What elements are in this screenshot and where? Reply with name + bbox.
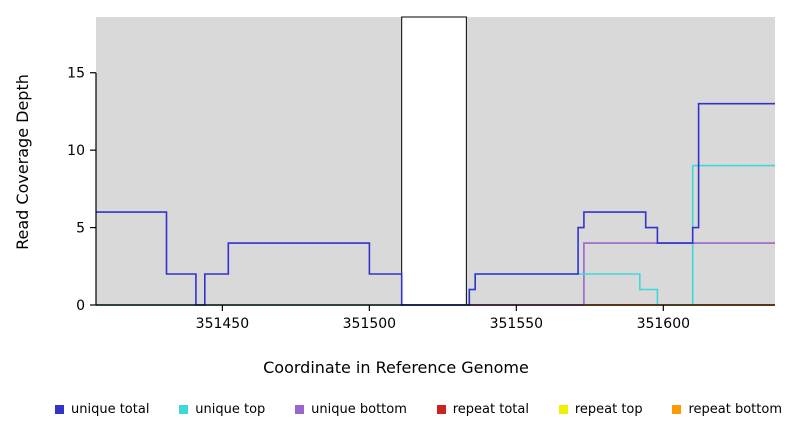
y-tick-label: 5 <box>76 221 85 237</box>
y-axis-title: Read Coverage Depth <box>13 74 32 250</box>
x-axis-title: Coordinate in Reference Genome <box>263 358 529 377</box>
legend-swatch <box>295 405 305 414</box>
x-tick-label: 351600 <box>637 316 690 332</box>
shaded-region-left <box>96 17 402 305</box>
coverage-plot: 351450 351500 351550 351600 0 5 10 15 <box>67 16 775 332</box>
x-tick-label: 351500 <box>343 316 396 332</box>
legend-item-repeat-bottom: repeat bottom <box>672 402 782 417</box>
legend-item-unique-total: unique total <box>55 402 149 417</box>
unshaded-gap <box>401 16 467 306</box>
legend-swatch <box>558 405 568 414</box>
legend-label: repeat total <box>452 402 529 417</box>
legend-swatch <box>55 405 64 414</box>
legend-label: unique total <box>71 402 150 417</box>
legend-label: repeat bottom <box>688 402 782 417</box>
legend-label: unique bottom <box>311 402 407 417</box>
legend-item-repeat-top: repeat top <box>558 402 643 417</box>
shaded-region-right <box>466 17 775 305</box>
y-tick-label: 0 <box>76 298 85 314</box>
legend-item-unique-top: unique top <box>179 402 265 417</box>
x-tick-label: 351450 <box>196 316 249 332</box>
y-tick-label: 15 <box>67 66 85 82</box>
legend-label: repeat top <box>574 402 643 417</box>
legend-label: unique top <box>195 402 266 417</box>
legend-swatch <box>436 405 446 414</box>
legend-swatch <box>179 405 189 414</box>
legend-item-unique-bottom: unique bottom <box>295 402 407 417</box>
x-tick-label: 351550 <box>490 316 543 332</box>
legend-item-repeat-total: repeat total <box>436 402 529 417</box>
legend-swatch <box>672 405 682 414</box>
legend: unique total unique top unique bottom repea… <box>0 402 792 417</box>
y-tick-label: 10 <box>67 143 85 159</box>
